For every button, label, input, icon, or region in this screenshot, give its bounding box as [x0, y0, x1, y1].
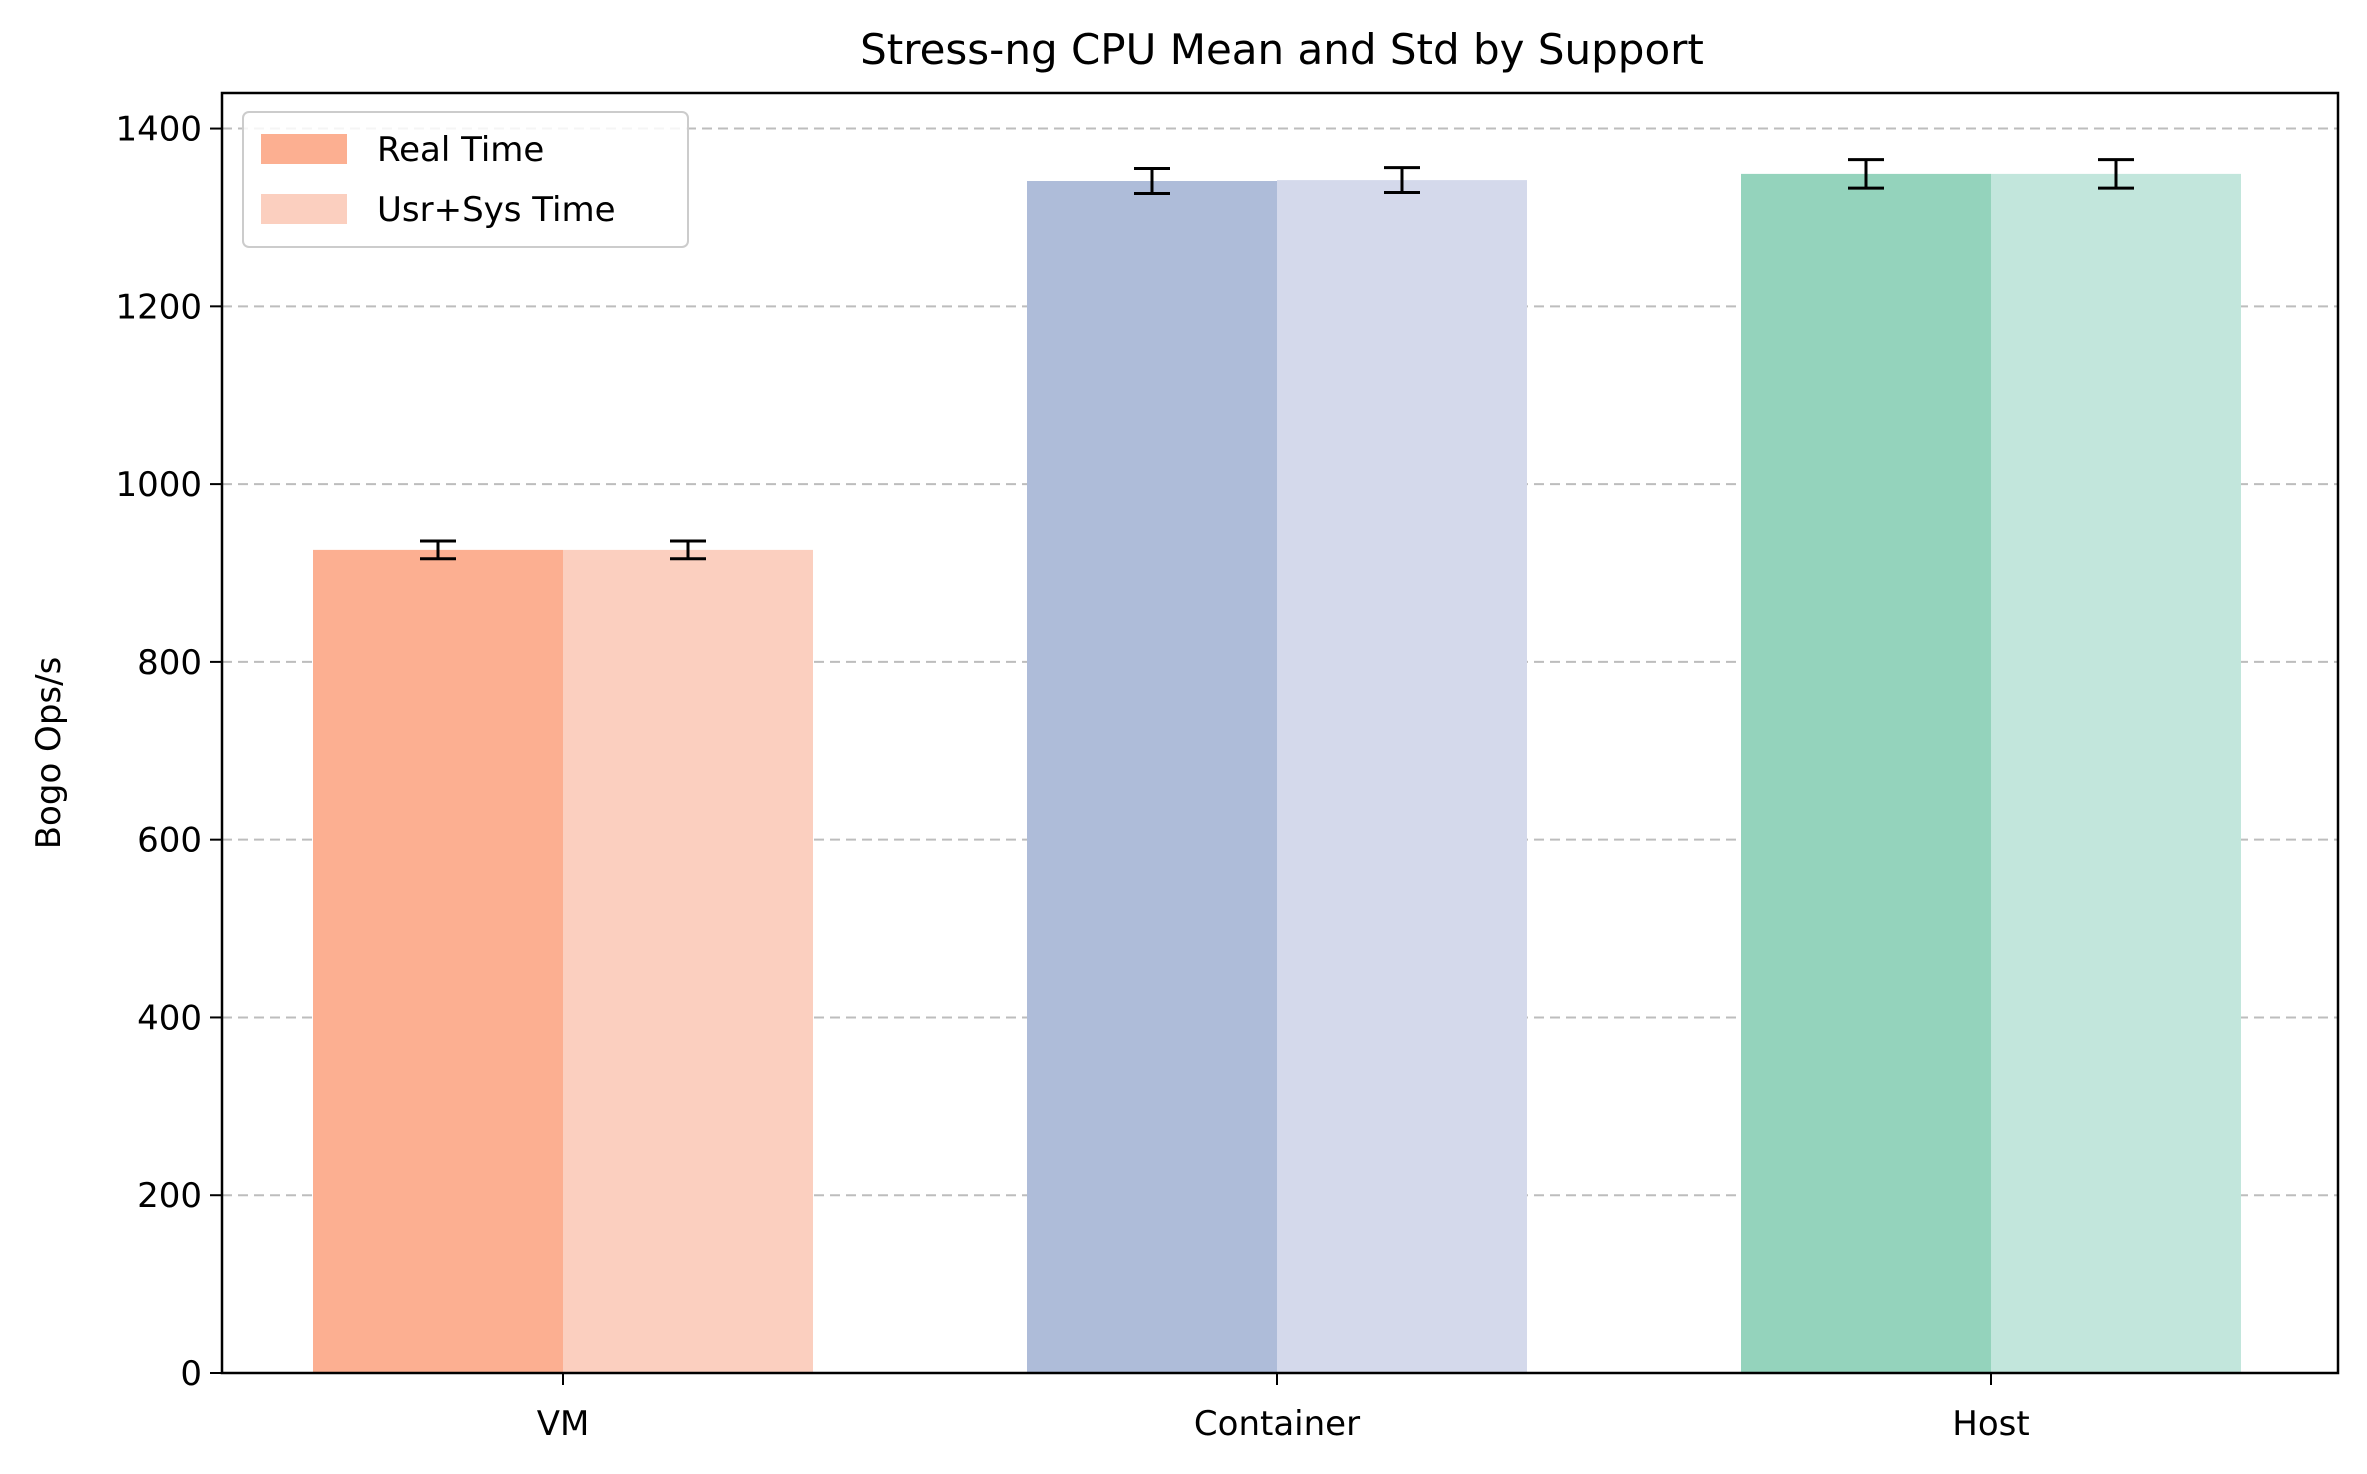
- y-tick-label: 800: [137, 643, 202, 683]
- axes: 0 200 400 600 800 1000 1200 1400 VM Container Host: [115, 91, 2340, 1444]
- legend-swatch: [261, 134, 347, 164]
- y-axis-label: Bogo Ops/s: [29, 657, 69, 850]
- bar-host-series-1: [1741, 173, 1991, 1373]
- x-tick-label: VM: [537, 1404, 590, 1444]
- y-tick-label: 400: [137, 998, 202, 1038]
- bar-vm-series-1: [313, 549, 563, 1373]
- y-tick-label: 0: [180, 1354, 202, 1394]
- bar-host-series-2: [1991, 173, 2241, 1373]
- y-tick-label: 600: [137, 821, 202, 861]
- y-tick-label: 200: [137, 1176, 202, 1216]
- plot-frame: [220, 91, 2340, 1375]
- x-tick-label: Container: [1194, 1404, 1360, 1444]
- y-tick-label: 1000: [115, 465, 202, 505]
- y-tick-label: 1200: [115, 287, 202, 327]
- legend-label: Real Time: [377, 130, 544, 170]
- chart-title: Stress-ng CPU Mean and Std by Support: [860, 25, 1704, 74]
- bar-container-series-2: [1277, 180, 1527, 1374]
- error-bars: [420, 158, 2134, 561]
- bar-vm-series-2: [563, 549, 813, 1373]
- bars: [313, 173, 2241, 1374]
- y-tick-label: 1400: [115, 110, 202, 150]
- legend: Real Time Usr+Sys Time: [242, 111, 689, 248]
- x-tick-label: Host: [1952, 1404, 2029, 1444]
- legend-swatch: [261, 194, 347, 224]
- legend-box: [242, 111, 689, 248]
- bar-container-series-1: [1027, 181, 1277, 1373]
- legend-label: Usr+Sys Time: [377, 190, 616, 230]
